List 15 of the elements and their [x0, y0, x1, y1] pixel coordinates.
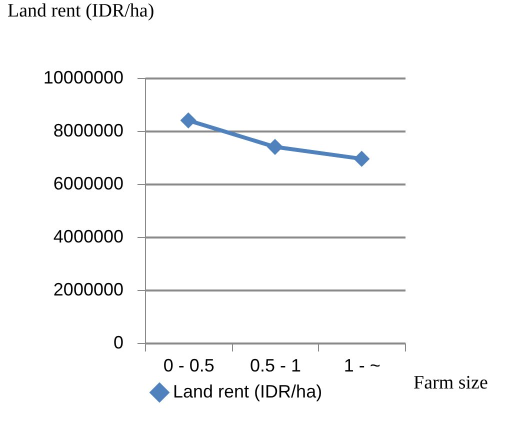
- point: [266, 138, 284, 155]
- y-tick-label: 4000000: [53, 226, 124, 246]
- y-tick-label: 2000000: [53, 280, 124, 300]
- x-tick-label: 1 - ~: [344, 356, 380, 376]
- x-tick-label: 0.5 - 1: [250, 356, 302, 376]
- y-axis-title: Land rent (IDR/ha): [8, 0, 154, 22]
- y-tick-label: 8000000: [53, 120, 124, 140]
- y-tick-label: 0: [113, 332, 124, 352]
- point: [180, 112, 196, 128]
- point: [354, 150, 370, 167]
- y-tick-label: 10000000: [43, 68, 124, 88]
- y-tick-label: 6000000: [53, 174, 124, 194]
- legend-label: Land rent (IDR/ha): [173, 382, 322, 402]
- x-axis-title: Farm size: [414, 372, 488, 394]
- x-tick-label: 0 - 0.5: [163, 356, 214, 376]
